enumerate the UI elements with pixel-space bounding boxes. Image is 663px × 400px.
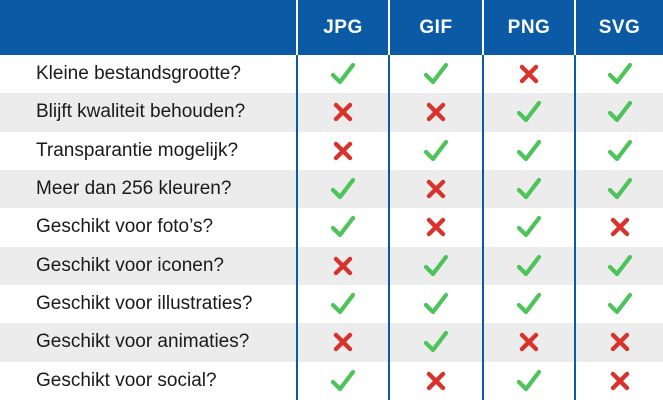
row-label: Transparantie mogelijk? (0, 131, 296, 170)
check-icon (330, 63, 356, 85)
cell-png (482, 55, 574, 94)
cross-icon (519, 333, 539, 352)
cell-jpg (296, 131, 388, 170)
cross-icon (426, 179, 446, 199)
cell-png (482, 361, 574, 400)
row-label: Geschikt voor animaties? (0, 323, 296, 362)
cross-icon (333, 103, 353, 122)
row-label: Geschikt voor social? (0, 361, 296, 400)
row-label: Geschikt voor foto’s? (0, 208, 296, 247)
cell-jpg (296, 323, 388, 362)
check-icon (423, 63, 449, 85)
row-label: Kleine bestandsgrootte? (0, 55, 296, 94)
check-icon (423, 254, 449, 276)
cell-svg (574, 208, 663, 247)
cell-svg (574, 93, 663, 132)
check-icon (516, 293, 542, 315)
cell-gif (388, 169, 482, 209)
check-icon (607, 101, 632, 123)
cross-icon (426, 103, 446, 122)
check-icon (607, 178, 632, 200)
cross-icon (610, 371, 629, 390)
cell-gif (388, 131, 482, 170)
cross-icon (333, 256, 353, 275)
cell-gif (388, 55, 482, 94)
check-icon (516, 101, 542, 123)
cell-jpg (296, 169, 388, 209)
check-icon (330, 178, 356, 200)
check-icon (423, 331, 449, 353)
cross-icon (333, 141, 353, 161)
header-png: PNG (482, 0, 574, 55)
cross-icon (610, 218, 629, 237)
row-label: Geschikt voor illustraties? (0, 284, 296, 324)
header-gif: GIF (388, 0, 482, 55)
cross-icon (426, 371, 446, 390)
cell-png (482, 208, 574, 247)
cell-svg (574, 131, 663, 170)
cell-jpg (296, 208, 388, 247)
cross-icon (426, 218, 446, 237)
check-icon (516, 369, 542, 391)
cell-svg (574, 55, 663, 94)
cell-png (482, 131, 574, 170)
cross-icon (519, 64, 539, 84)
header-corner (0, 0, 296, 55)
check-icon (423, 139, 449, 161)
cross-icon (333, 333, 353, 352)
cell-svg (574, 284, 663, 324)
cell-png (482, 169, 574, 209)
check-icon (607, 63, 632, 85)
cell-svg (574, 361, 663, 400)
header-svg: SVG (574, 0, 663, 55)
row-label: Meer dan 256 kleuren? (0, 169, 296, 209)
cell-png (482, 93, 574, 132)
cell-svg (574, 323, 663, 362)
check-icon (330, 293, 356, 315)
cell-gif (388, 246, 482, 285)
header-jpg: JPG (296, 0, 388, 55)
check-icon (607, 254, 632, 276)
check-icon (607, 139, 632, 161)
cell-svg (574, 169, 663, 209)
cell-png (482, 284, 574, 324)
row-label: Geschikt voor iconen? (0, 246, 296, 285)
cell-svg (574, 246, 663, 285)
check-icon (330, 216, 356, 238)
cell-gif (388, 93, 482, 132)
cell-jpg (296, 246, 388, 285)
cell-gif (388, 323, 482, 362)
check-icon (423, 293, 449, 315)
cell-gif (388, 208, 482, 247)
cell-png (482, 323, 574, 362)
cell-jpg (296, 284, 388, 324)
check-icon (607, 293, 632, 315)
cell-gif (388, 284, 482, 324)
cell-jpg (296, 93, 388, 132)
check-icon (516, 254, 542, 276)
check-icon (516, 178, 542, 200)
cell-jpg (296, 55, 388, 94)
check-icon (330, 369, 356, 391)
cell-png (482, 246, 574, 285)
cross-icon (610, 333, 629, 352)
cell-jpg (296, 361, 388, 400)
row-label: Blijft kwaliteit behouden? (0, 93, 296, 132)
check-icon (516, 139, 542, 161)
cell-gif (388, 361, 482, 400)
check-icon (516, 216, 542, 238)
